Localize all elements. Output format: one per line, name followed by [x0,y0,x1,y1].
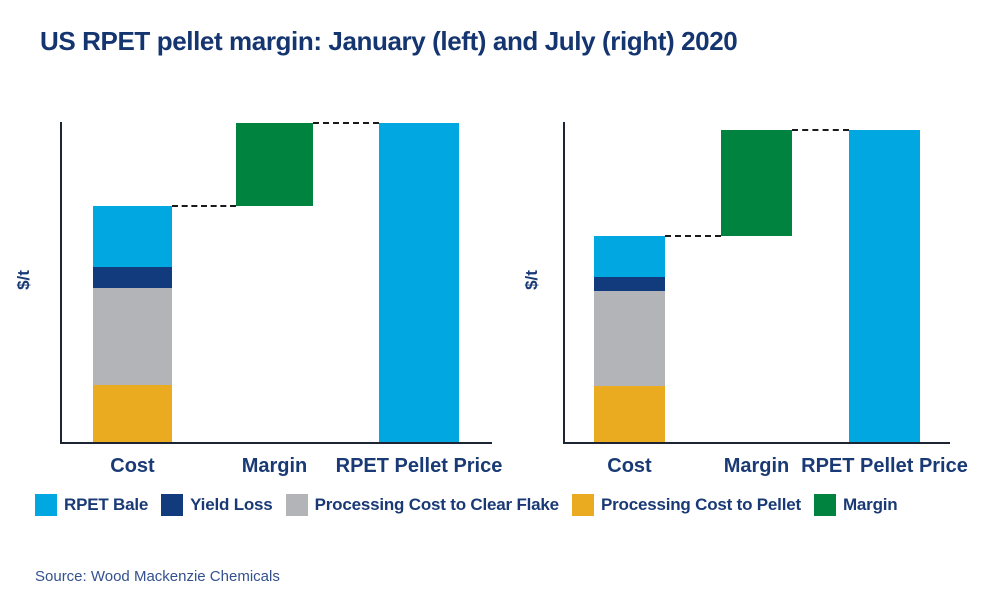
legend-label: Processing Cost to Clear Flake [314,495,560,514]
axis-category-label-rpet-pellet-price: RPET Pellet Price [335,455,503,477]
plot-area-july: Cost Margin RPET Pellet Price [563,122,968,477]
axis-category-label-rpet-pellet-price: RPET Pellet Price [801,455,968,477]
connector-margin-to-pellet [792,129,849,132]
legend-item-pellet_proc: Processing Cost to Pellet [571,494,801,516]
pellet_proc-swatch-icon [571,494,594,516]
connector-cost-to-margin [665,234,721,237]
cost-segment-yield_loss [594,276,665,291]
source-note: Source: Wood Mackenzie Chemicals [35,568,280,585]
axis-category-label-margin: Margin [723,455,790,477]
plot-area-january: Cost Margin RPET Pellet Price [60,122,502,477]
legend: RPET Bale Yield Loss Processing Cost to Cl… [35,494,898,516]
legend-item-clear_flake: Processing Cost to Clear Flake [285,494,560,516]
legend-label: Processing Cost to Pellet [600,495,801,514]
connector-cost-to-margin [172,204,236,207]
rpet_bale-swatch-icon [35,494,57,516]
clear_flake-swatch-icon [285,494,308,516]
legend-label: Margin [842,495,898,514]
y-axis-label-january: $/t [13,270,33,290]
cost-segment-rpet_bale [594,235,665,277]
cost-segment-clear_flake [594,290,665,386]
cost-segment-rpet_bale [93,205,172,267]
legend-item-yield_loss: Yield Loss [161,494,273,516]
y-axis-label-july: $/t [521,270,541,290]
margin-swatch-icon [813,494,836,516]
legend-label: RPET Bale [64,495,149,514]
cost-segment-pellet_proc [93,384,172,442]
pellet-price-bar [849,130,920,442]
cost-segment-pellet_proc [594,385,665,442]
cost-segment-clear_flake [93,287,172,385]
connector-margin-to-pellet [313,122,379,124]
axis-category-label-margin: Margin [241,455,308,477]
yield_loss-swatch-icon [161,494,184,516]
margin-bar [721,130,792,236]
pellet-price-bar [379,123,459,442]
axis-category-label-cost: Cost [607,455,652,477]
cost-segment-yield_loss [93,266,172,288]
legend-label: Yield Loss [190,495,273,514]
page-title: US RPET pellet margin: January (left) an… [40,26,738,56]
legend-item-margin: Margin [813,494,898,516]
axis-category-label-cost: Cost [110,455,155,477]
legend-item-rpet_bale: RPET Bale [35,494,148,516]
margin-bar [236,123,313,206]
